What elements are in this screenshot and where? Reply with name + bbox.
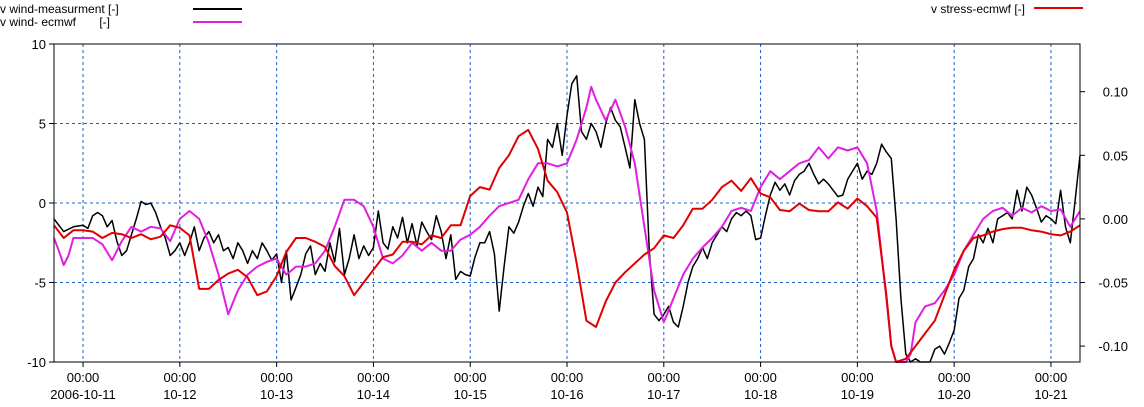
series-layer	[53, 75, 1081, 363]
legend-label-stress-ecmwf: v stress-ecmwf [-]	[931, 2, 1025, 16]
x-tick-label-time: 00:00	[1035, 370, 1068, 385]
x-tick-label-date: 2006-10-11	[50, 387, 116, 402]
y-left-tick-label: 0	[39, 196, 46, 211]
legend-left: v wind-measurment [-] v wind- ecmwf [-]	[0, 2, 242, 29]
series-line-wind-ecmwf	[53, 85, 1081, 363]
y-right-tick-label: -0.05	[1098, 276, 1128, 291]
y-left-tick-label: 5	[39, 117, 46, 132]
x-tick-label-date: 10-17	[647, 387, 680, 402]
x-tick-label-date: 10-12	[163, 387, 196, 402]
x-tick-label-time: 00:00	[551, 370, 584, 385]
y-right-tick-label: 0.05	[1103, 148, 1128, 163]
y-right-tick-label: 0.00	[1103, 212, 1128, 227]
y-left-tick-label: -10	[27, 355, 46, 370]
grid	[54, 43, 1080, 363]
x-tick-label-time: 00:00	[357, 370, 390, 385]
x-tick-label-date: 10-13	[260, 387, 293, 402]
legend-label-wind-measurement: v wind-measurment [-]	[0, 2, 119, 16]
x-tick-label-date: 10-16	[550, 387, 583, 402]
x-tick-label-date: 10-21	[1034, 387, 1067, 402]
series-line-wind-measurement	[53, 75, 1081, 363]
x-tick-label-time: 00:00	[164, 370, 197, 385]
legend-right: v stress-ecmwf [-]	[931, 2, 1083, 16]
x-tick-label-time: 00:00	[648, 370, 681, 385]
legend-label-wind-ecmwf: v wind- ecmwf [-]	[0, 15, 110, 29]
x-tick-label-date: 10-19	[841, 387, 874, 402]
x-tick-label-time: 00:00	[67, 370, 100, 385]
x-tick-label-time: 00:00	[744, 370, 777, 385]
y-left-tick-label: 10	[32, 37, 46, 52]
x-tick-label-date: 10-15	[454, 387, 487, 402]
y-right-tick-label: 0.10	[1103, 85, 1128, 100]
x-tick-label-date: 10-14	[357, 387, 390, 402]
x-tick-label-date: 10-20	[938, 387, 971, 402]
x-tick-label-time: 00:00	[454, 370, 487, 385]
y-left-tick-label: -5	[34, 276, 46, 291]
axes: 00:00 2006-10-11 00:00 10-12 00:00 10-13 00:00…	[27, 37, 1128, 402]
x-tick-label-time: 00:00	[938, 370, 971, 385]
series-line-stress-ecmwf	[53, 128, 1081, 363]
y-right-tick-label: -0.10	[1098, 339, 1128, 354]
x-tick-label-time: 00:00	[260, 370, 293, 385]
x-tick-label-time: 00:00	[841, 370, 874, 385]
x-tick-label-date: 10-18	[744, 387, 777, 402]
